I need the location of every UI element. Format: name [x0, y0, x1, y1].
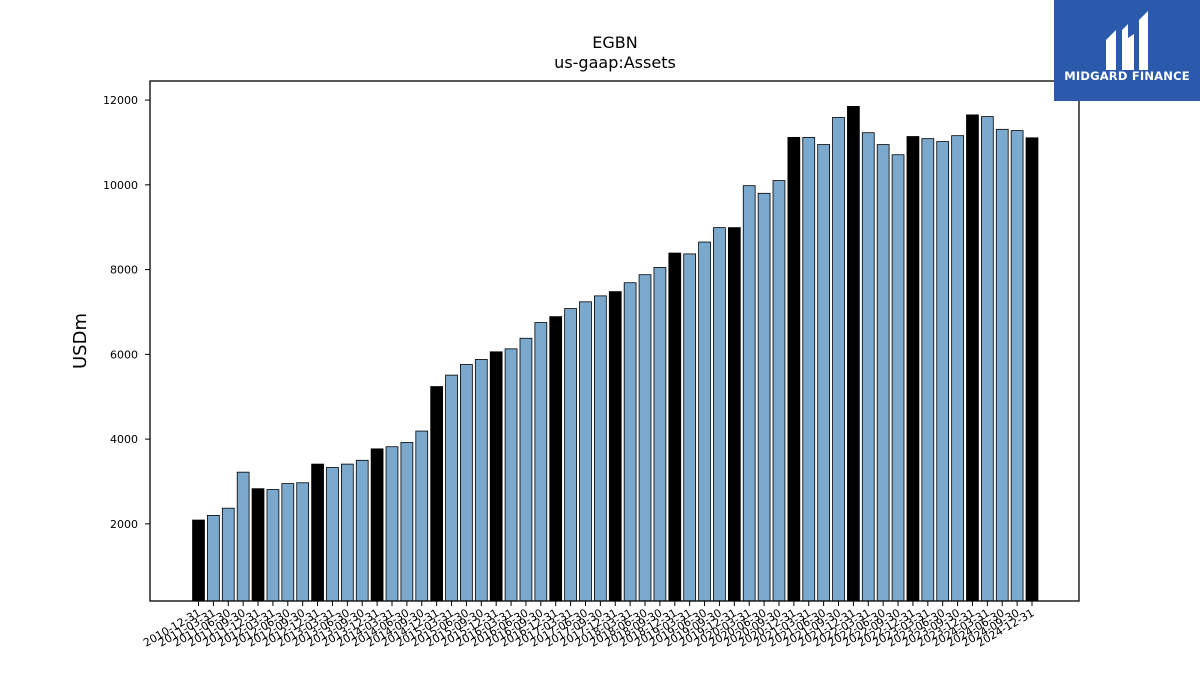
bar-2016-09-30 — [534, 322, 548, 602]
bar-2013-06-30 — [340, 463, 354, 602]
bar-2021-03-31 — [802, 136, 816, 602]
chart-title: EGBN — [592, 33, 637, 52]
bar-2021-12-31 — [847, 106, 860, 602]
bar-2019-12-31 — [727, 227, 741, 602]
y-tick-label: 10000 — [103, 179, 138, 192]
bar-2023-12-31 — [966, 114, 979, 602]
bar-2022-03-31 — [861, 132, 875, 602]
bar-2023-03-31 — [921, 138, 935, 602]
logo-text: MIDGARD FINANCE — [1064, 69, 1190, 83]
bar-2014-03-31 — [385, 446, 399, 602]
bar-2024-09-30 — [1010, 130, 1024, 602]
bar-2020-06-30 — [757, 192, 771, 602]
bar-2021-09-30 — [832, 117, 845, 602]
bar-2013-12-31 — [370, 448, 384, 602]
y-tick-label: 12000 — [103, 94, 138, 107]
bar-2019-03-31 — [683, 253, 697, 602]
bar-2016-06-30 — [519, 337, 533, 602]
bar-2010-12-31 — [192, 519, 205, 602]
bar-2017-06-30 — [579, 301, 592, 602]
bar-2012-06-30 — [281, 483, 295, 602]
bar-2021-06-30 — [817, 144, 830, 602]
bar-2018-03-31 — [623, 282, 637, 602]
bar-2014-06-30 — [400, 442, 414, 602]
bar-2019-09-30 — [713, 227, 726, 602]
bar-2012-03-31 — [266, 489, 280, 602]
x-ticks-group: 2010-12-312011-03-312011-06-302011-09-30… — [141, 601, 1037, 650]
bar-2011-12-31 — [251, 488, 265, 602]
bar-2020-09-30 — [772, 180, 786, 602]
y-axis-label: USDm — [70, 313, 91, 369]
bar-2012-12-31 — [311, 463, 324, 602]
bar-2014-09-30 — [415, 430, 429, 602]
bar-2017-03-31 — [564, 308, 577, 602]
midgard-logo-icon — [1106, 11, 1148, 70]
y-tick-label: 8000 — [110, 264, 138, 277]
bar-2015-09-30 — [474, 359, 488, 602]
bar-2011-06-30 — [221, 507, 235, 602]
bar-2015-03-31 — [445, 374, 458, 602]
y-ticks-group: 2000 4000 6000 8000 10000 12000 — [103, 94, 150, 531]
bar-2018-12-31 — [668, 252, 682, 602]
bar-2011-09-30 — [236, 471, 250, 602]
y-tick-label: 4000 — [110, 433, 138, 446]
bar-2020-12-31 — [787, 136, 801, 602]
bar-2020-03-31 — [742, 185, 756, 602]
bar-2015-06-30 — [460, 364, 473, 602]
bar-2023-06-30 — [936, 141, 950, 602]
bars-group — [192, 106, 1039, 602]
bar-2014-12-31 — [430, 386, 444, 602]
bar-2016-12-31 — [549, 316, 563, 602]
chart-subtitle: us-gaap:Assets — [554, 53, 676, 72]
bar-2012-09-30 — [296, 482, 310, 602]
y-tick-label: 6000 — [110, 348, 138, 361]
brand-logo: MIDGARD FINANCE — [1054, 0, 1200, 101]
bar-2011-03-31 — [207, 514, 220, 602]
bar-2016-03-31 — [504, 348, 518, 602]
bar-2013-09-30 — [355, 459, 369, 602]
bar-2017-12-31 — [608, 291, 622, 602]
bar-2018-06-30 — [638, 274, 652, 602]
bar-2023-09-30 — [951, 135, 964, 602]
bar-2018-09-30 — [653, 267, 667, 602]
bar-2017-09-30 — [594, 295, 607, 602]
bar-2024-06-30 — [995, 128, 1009, 602]
bar-2022-09-30 — [891, 154, 905, 602]
bar-2024-03-31 — [980, 116, 994, 602]
bar-2022-06-30 — [876, 144, 890, 602]
y-tick-label: 2000 — [110, 518, 138, 531]
bar-2015-12-31 — [489, 351, 503, 602]
bar-2013-03-31 — [326, 467, 339, 602]
bar-2024-12-31 — [1025, 137, 1039, 602]
bar-2019-06-30 — [698, 241, 711, 602]
bar-2022-12-31 — [906, 136, 920, 602]
plot-frame — [149, 80, 1080, 602]
